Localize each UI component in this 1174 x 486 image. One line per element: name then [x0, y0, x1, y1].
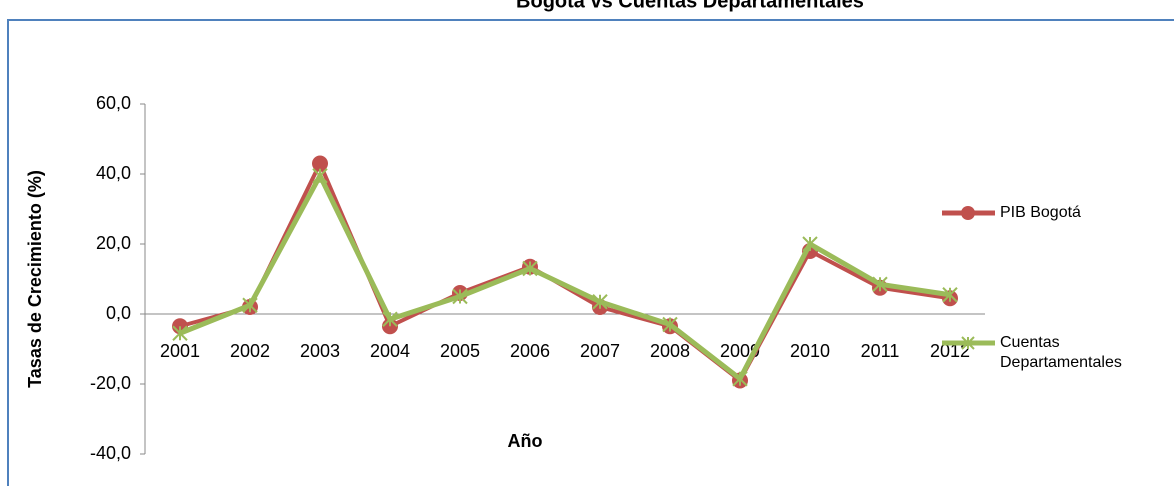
point [942, 287, 958, 303]
x-tick-label: 2011 [861, 341, 900, 361]
y-tick-label: 40,0 [96, 163, 131, 183]
x-tick-label: 2002 [230, 341, 270, 361]
y-tick-label: -40,0 [90, 443, 131, 463]
legend-marker [961, 336, 975, 350]
point [382, 311, 398, 327]
y-tick-label: -20,0 [90, 373, 131, 393]
y-tick-label: 0,0 [106, 303, 131, 323]
point [312, 155, 328, 172]
point [802, 236, 818, 252]
point [732, 371, 748, 387]
point [312, 168, 328, 184]
x-tick-label: 2003 [300, 341, 340, 361]
point [872, 276, 888, 292]
series-line [179, 173, 951, 382]
x-tick-label: 2006 [510, 341, 550, 361]
legend-label: PIB Bogotá [1000, 204, 1081, 221]
x-axis-title: Año [508, 431, 543, 451]
point [172, 325, 188, 341]
x-tick-label: 2001 [160, 341, 200, 361]
y-axis-title: Tasas de Crecimiento (%) [25, 170, 45, 388]
point [452, 288, 468, 305]
x-tick-label: 2004 [370, 341, 410, 361]
series-line [179, 161, 951, 383]
x-tick-label: 2010 [790, 341, 830, 361]
chart-frame [7, 19, 1174, 486]
point [242, 297, 258, 313]
point [522, 260, 538, 277]
chart-title: Bogotá vs Cuentas Departamentales [516, 0, 864, 12]
y-tick-label: 20,0 [96, 233, 131, 253]
x-tick-label: 2005 [440, 341, 480, 361]
point [592, 294, 608, 310]
x-tick-label: 2012 [930, 341, 970, 361]
y-tick-label: 60,0 [96, 93, 131, 113]
x-tick-label: 2008 [650, 341, 690, 361]
x-tick-label: 2007 [580, 341, 620, 361]
legend-marker [961, 206, 975, 220]
legend-label: Cuentas Departamentales [1000, 334, 1122, 371]
point [662, 316, 678, 333]
